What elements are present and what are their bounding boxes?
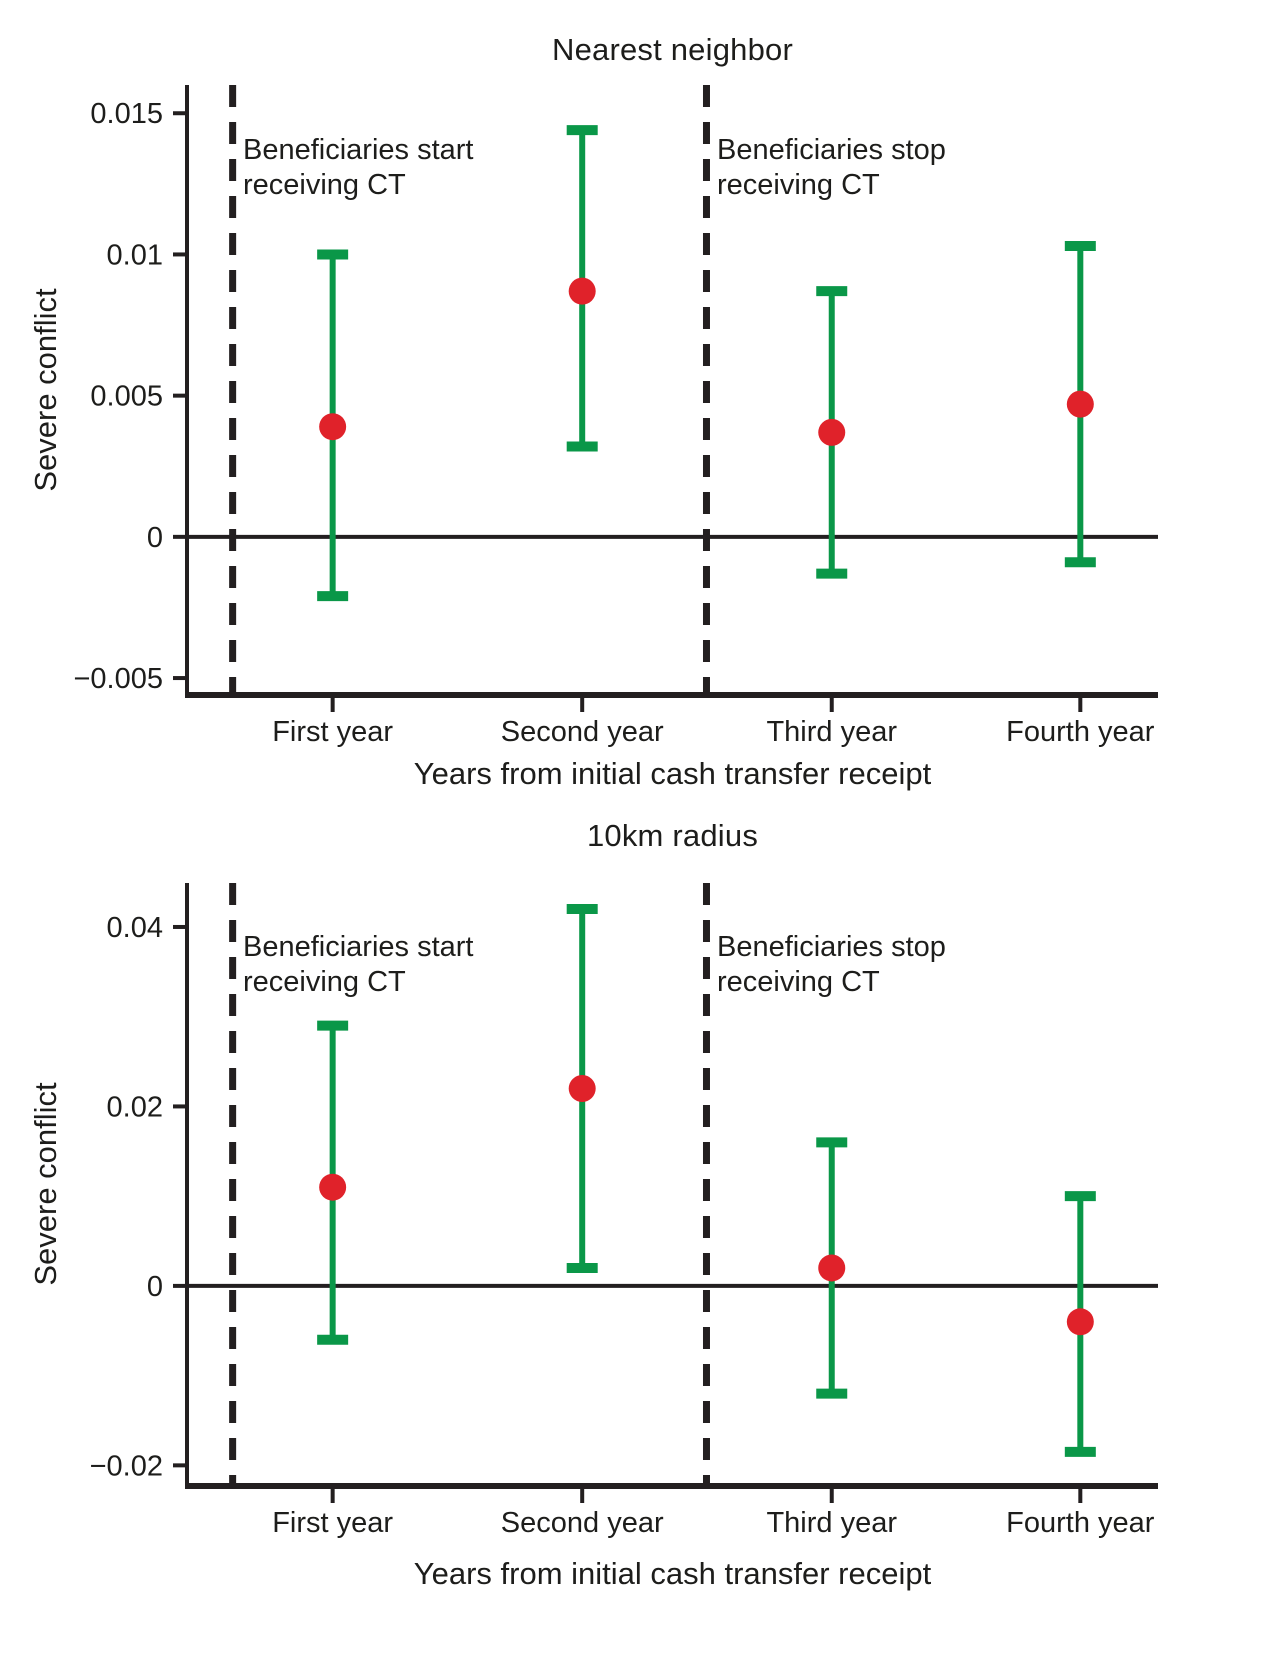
point-marker [319, 1173, 347, 1201]
error-bar-fourth-year [1064, 240, 1096, 568]
x-tick-label: Fourth year [1006, 716, 1155, 748]
panel-title-nearest-neighbor: Nearest neighbor [551, 32, 793, 67]
y-tick-label: −0.02 [90, 1450, 163, 1482]
point-marker [319, 413, 347, 441]
y-tick-label: −0.005 [73, 663, 163, 695]
error-bar-second-year [566, 904, 598, 1273]
y-tick-label: 0.005 [90, 381, 163, 413]
error-bar-second-year [566, 125, 598, 452]
y-tick-label: 0.04 [107, 912, 163, 944]
annotation-beneficiaries-start-bottom: Beneficiaries start receiving CT [243, 931, 474, 998]
y-tick-label: 0.015 [90, 98, 163, 130]
x-tick-label: Second year [501, 716, 664, 748]
panel-title-10km-radius: 10km radius [586, 818, 759, 853]
error-bar-first-year [317, 249, 349, 602]
y-tick-label: 0 [147, 522, 163, 554]
y-axis-label-bottom: Severe conflict [28, 1082, 63, 1286]
point-marker [568, 277, 596, 305]
y-axis-label-top: Severe conflict [28, 288, 63, 492]
x-axis-label-bottom: Years from initial cash transfer receipt [413, 1556, 932, 1591]
annotation-beneficiaries-stop-bottom: Beneficiaries stop receiving CT [717, 931, 946, 998]
point-marker [1066, 390, 1094, 418]
point-marker [818, 1254, 846, 1282]
x-tick-label: Third year [766, 1507, 897, 1539]
x-axis-label-top: Years from initial cash transfer receipt [413, 756, 932, 791]
y-tick-label: 0.02 [107, 1091, 163, 1123]
point-marker [818, 418, 846, 446]
error-bar-third-year [816, 1137, 848, 1399]
x-tick-label: First year [272, 1507, 393, 1539]
annotation-beneficiaries-start-top: Beneficiaries start receiving CT [243, 134, 474, 201]
x-tick-label: Second year [501, 1507, 664, 1539]
y-tick-label: 0 [147, 1271, 163, 1303]
annotation-beneficiaries-stop-top: Beneficiaries stop receiving CT [717, 134, 946, 201]
panel-nearest-neighbor: 0.015 0.01 0.005 0 −0.005 First year Second ye… [73, 85, 1158, 748]
point-marker [1066, 1308, 1094, 1336]
y-tick-label: 0.01 [107, 239, 163, 271]
panel-10km-radius: 0.04 0.02 0 −0.02 First year Second year Third… [90, 883, 1158, 1539]
error-bar-fourth-year [1064, 1191, 1096, 1457]
x-tick-label: Third year [766, 716, 897, 748]
x-tick-label: First year [272, 716, 393, 748]
error-bar-third-year [816, 286, 848, 579]
point-marker [568, 1074, 596, 1102]
x-tick-label: Fourth year [1006, 1507, 1155, 1539]
error-bar-first-year [317, 1020, 349, 1345]
